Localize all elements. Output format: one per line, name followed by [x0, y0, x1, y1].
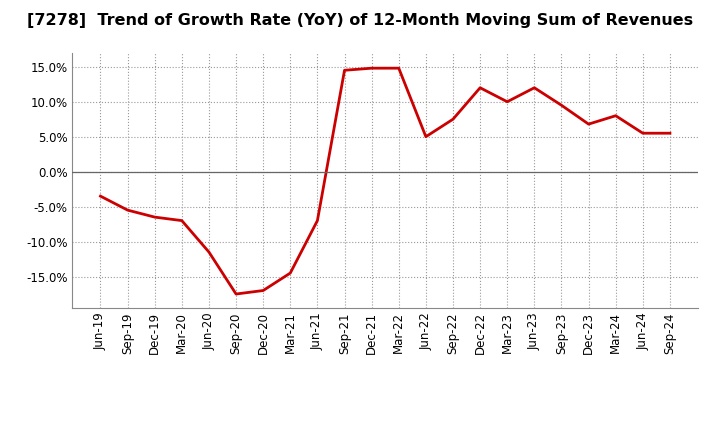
Text: [7278]  Trend of Growth Rate (YoY) of 12-Month Moving Sum of Revenues: [7278] Trend of Growth Rate (YoY) of 12-…	[27, 13, 693, 28]
